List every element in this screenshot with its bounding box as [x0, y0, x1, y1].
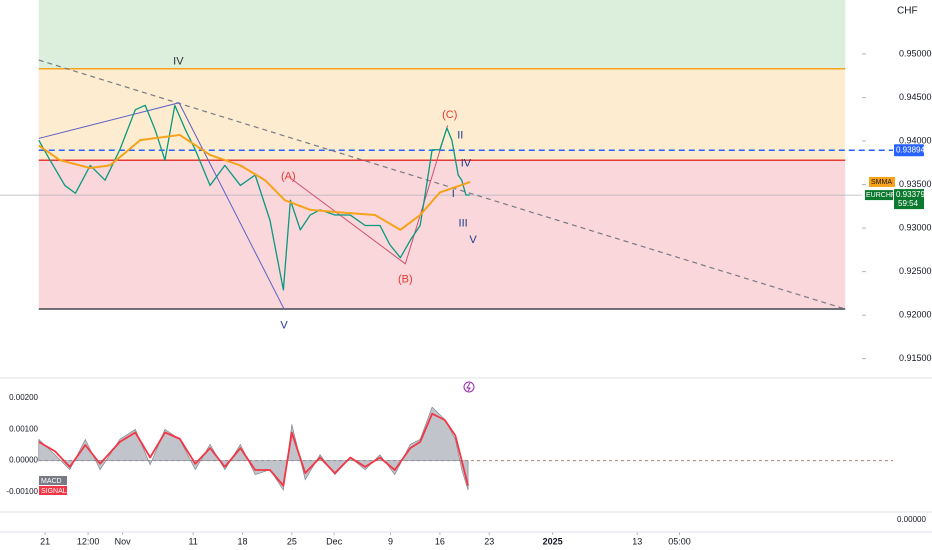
- macd-tick-label: 0.00000: [9, 456, 38, 465]
- price-line: [38, 104, 471, 291]
- x-tick-label: 9: [388, 536, 393, 546]
- x-tick-label: 13: [632, 536, 642, 546]
- alert-tag: [894, 144, 924, 157]
- wave-label: (B): [398, 273, 413, 285]
- y-tick-label: 0.92500: [899, 266, 932, 276]
- wave-label: IV: [461, 158, 472, 170]
- trend-line: [38, 59, 846, 310]
- wave-label: I: [452, 188, 455, 200]
- wave-line: [289, 125, 449, 265]
- smma-tag: [869, 176, 895, 187]
- alert-tag-label: 0.93894: [896, 145, 925, 154]
- x-tick-label: 2025: [543, 536, 563, 546]
- x-tick-label: 16: [435, 536, 445, 546]
- y-tick-label: 0.93500: [899, 179, 932, 189]
- currency-label: CHF: [897, 6, 918, 17]
- x-tick-label: 12:00: [77, 536, 100, 546]
- alert-icon: [463, 381, 475, 393]
- wave-label: (A): [281, 171, 296, 183]
- macd-histogram: [38, 406, 469, 491]
- y-tick-label: 0.94000: [899, 135, 932, 145]
- alert-icon-bolt: [466, 382, 471, 392]
- wave-label: III: [459, 218, 468, 230]
- x-tick-label: Dec: [326, 536, 343, 546]
- wave-label: IV: [173, 56, 184, 68]
- wave-label: II: [457, 130, 463, 142]
- zone: [38, 0, 846, 69]
- wave-label: (C): [442, 109, 457, 121]
- price-tag: [894, 189, 924, 210]
- x-tick-label: 25: [287, 536, 297, 546]
- y-tick-label: 0.93000: [899, 222, 932, 232]
- wave-label: V: [280, 320, 288, 332]
- symbol-tag-label: EURCHF: [866, 192, 895, 199]
- symbol-tag: [865, 190, 893, 201]
- macd-legend-label: MACD: [41, 478, 62, 485]
- pane-tick-label: 0.00000: [897, 515, 926, 524]
- x-tick-label: 21: [40, 536, 50, 546]
- macd-legend-tag: [39, 476, 67, 485]
- x-tick-label: 05:00: [668, 536, 691, 546]
- macd-tick-label: -0.00100: [6, 487, 38, 496]
- x-tick-label: 11: [188, 536, 197, 546]
- price-tag-label: 0.93379: [896, 190, 925, 199]
- smma-tag-label: SMMA: [871, 179, 892, 186]
- macd-legend-label: SIGNAL: [41, 488, 67, 495]
- x-tick-label: Nov: [115, 536, 132, 546]
- zone: [38, 160, 846, 310]
- x-tick-label: 23: [484, 536, 494, 546]
- y-tick-label: 0.92000: [899, 310, 932, 320]
- y-tick-label: 0.95000: [899, 48, 932, 58]
- macd-tick-label: 0.00100: [9, 424, 38, 433]
- wave-line: [38, 102, 285, 310]
- signal-line: [38, 412, 469, 487]
- countdown: 59:54: [898, 199, 919, 208]
- smma-line: [38, 133, 471, 231]
- macd-tick-label: 0.00200: [9, 393, 38, 402]
- macd-legend-tag: [39, 486, 67, 495]
- y-tick-label: 0.91500: [899, 353, 932, 363]
- x-tick-label: 18: [237, 536, 247, 546]
- y-tick-label: 0.94500: [899, 92, 932, 102]
- wave-label: V: [469, 234, 477, 246]
